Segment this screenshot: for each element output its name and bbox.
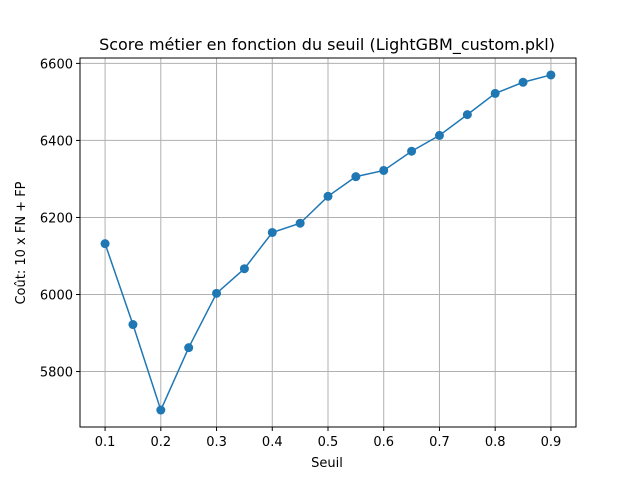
data-point bbox=[295, 218, 305, 228]
x-tick-label: 0.2 bbox=[150, 435, 171, 450]
data-point bbox=[212, 288, 222, 298]
data-point bbox=[407, 146, 417, 156]
y-tick-label: 6000 bbox=[40, 288, 73, 303]
data-point bbox=[490, 88, 500, 98]
x-axis-label: Seuil bbox=[311, 456, 343, 471]
data-point bbox=[434, 130, 444, 140]
chart-title: Score métier en fonction du seuil (Light… bbox=[99, 35, 555, 55]
data-point bbox=[462, 110, 472, 120]
plot-frame bbox=[79, 57, 577, 428]
x-tick-label: 0.5 bbox=[318, 435, 339, 450]
data-point bbox=[351, 172, 361, 182]
x-tick-label: 0.1 bbox=[95, 435, 116, 450]
x-tick-label: 0.8 bbox=[485, 435, 506, 450]
x-tick-label: 0.9 bbox=[541, 435, 562, 450]
y-tick-label: 5800 bbox=[40, 366, 73, 381]
series-layer bbox=[100, 70, 556, 415]
data-point bbox=[323, 191, 333, 201]
data-point bbox=[518, 77, 528, 87]
data-point bbox=[128, 320, 138, 330]
data-point bbox=[100, 239, 110, 249]
x-tick-label: 0.3 bbox=[206, 435, 227, 450]
data-point bbox=[184, 343, 194, 353]
x-tick-label: 0.6 bbox=[373, 435, 394, 450]
tick-layer: 0.1 0.2 0.3 0.4 0.5 0.6 0.7 0.8 0.9 5800 6000 6200 6… bbox=[40, 57, 561, 450]
data-point bbox=[239, 264, 249, 274]
x-tick-label: 0.7 bbox=[429, 435, 450, 450]
y-tick-label: 6200 bbox=[40, 211, 73, 226]
y-tick-label: 6600 bbox=[40, 57, 73, 72]
grid-layer bbox=[80, 58, 576, 427]
data-point bbox=[379, 165, 389, 175]
data-point bbox=[546, 70, 556, 80]
y-tick-label: 6400 bbox=[40, 134, 73, 149]
x-tick-label: 0.4 bbox=[262, 435, 283, 450]
data-point bbox=[267, 227, 277, 237]
data-point bbox=[156, 405, 166, 415]
y-axis-label: Coût: 10 x FN + FP bbox=[14, 181, 29, 304]
